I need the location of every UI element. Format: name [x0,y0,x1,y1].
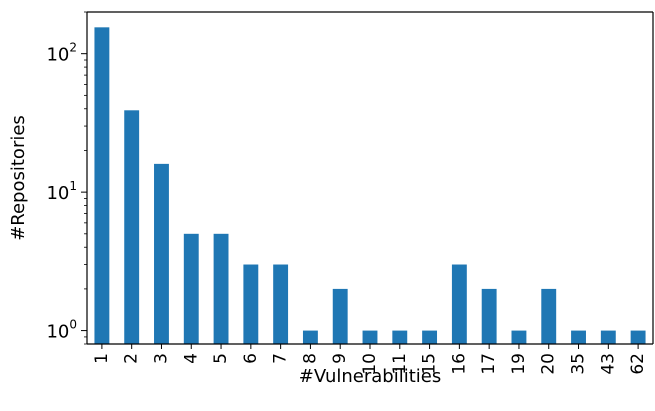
x-tick-label: 2 [122,353,142,364]
y-axis-label: #Repositories [8,115,29,241]
x-tick-label: 7 [271,353,291,364]
bar-62 [630,330,646,344]
bar-7 [273,264,289,344]
x-tick-label: 17 [479,353,499,375]
bars-group [94,27,646,345]
x-tick-label: 6 [241,353,261,364]
bar-11 [392,330,408,344]
bar-20 [541,288,557,344]
bar-4 [183,233,199,344]
x-tick-label: 9 [330,353,350,364]
x-tick-label: 62 [628,353,648,375]
y-tick-label: 100 [46,318,77,343]
bar-35 [571,330,586,344]
bar-3 [154,163,169,344]
bar-19 [511,330,527,344]
x-tick-label: 43 [598,353,618,375]
bar-9 [332,288,348,344]
x-tick-label: 19 [509,353,529,375]
x-axis-label: #Vulnerabilities [299,366,441,387]
x-ticks-group: 1 2 3 4 5 6 7 8 9 10 11 15 16 17 19 20 35 43 62 [92,344,648,375]
x-tick-label: 35 [569,353,589,375]
x-tick-label: 1 [92,353,112,364]
x-tick-label: 11 [390,353,410,375]
bar-8 [302,330,318,344]
bar-43 [600,330,616,344]
bar-6 [243,264,259,344]
x-tick-label: 3 [151,353,171,364]
x-tick-label: 4 [181,353,201,364]
x-tick-label: 10 [360,353,380,375]
x-tick-label: 16 [449,353,469,375]
bar-16 [451,264,467,344]
bar-17 [481,288,497,344]
bar-2 [124,110,140,344]
bar-10 [362,330,378,344]
bar-15 [422,330,438,344]
x-tick-label: 8 [300,353,320,364]
bar-1 [94,27,110,345]
x-tick-label: 20 [539,353,559,375]
y-tick-label: 102 [46,41,77,66]
y-ticks-group: 100 101 102 [46,11,87,345]
x-tick-label: 15 [420,353,440,375]
y-tick-label: 101 [46,179,77,204]
bar-5 [213,233,229,344]
x-tick-label: 5 [211,353,231,364]
